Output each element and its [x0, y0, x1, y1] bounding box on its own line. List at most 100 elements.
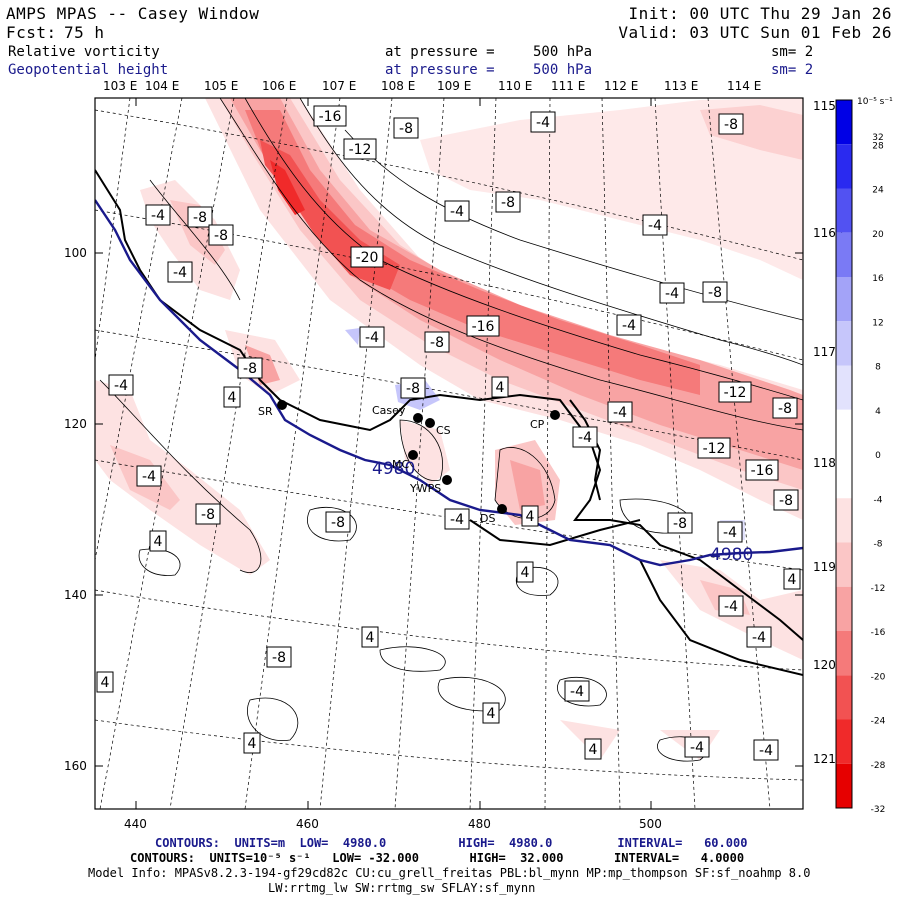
svg-text:-12: -12 — [703, 441, 726, 457]
station-label-mc: MC — [392, 458, 409, 471]
vorticity-label: -8 — [400, 377, 426, 399]
geopotential-labels: 4980 4980 — [372, 459, 753, 565]
vorticity-label: -16 — [313, 105, 347, 127]
svg-text:4: 4 — [101, 675, 110, 691]
vorticity-contour-labels: -16 -8 -12 -4 -8 -4 -8 -4 -8 -4 -20 -4 -8 -4 -8 -16 -4 -4… — [96, 105, 801, 761]
svg-text:-4: -4 — [151, 208, 165, 224]
colorbar-unit: 10⁻⁵ s⁻¹ — [857, 97, 893, 107]
vorticity-label: -16 — [745, 459, 779, 481]
longitude-label-top: 105 E — [204, 79, 238, 93]
colorbar-segment — [836, 100, 852, 145]
forecast-value: 75 h — [64, 23, 105, 42]
station-label-ds: DS — [480, 512, 495, 525]
svg-text:-8: -8 — [331, 515, 345, 531]
svg-text:-8: -8 — [779, 493, 793, 509]
vorticity-label: -4 — [444, 508, 470, 530]
valid-time: Valid: 03 UTC Sun 01 Feb 26 — [618, 23, 892, 42]
vorticity-label: -8 — [495, 191, 521, 213]
vorticity-label: 4 — [584, 738, 602, 760]
colorbar-label: -24 — [871, 717, 886, 727]
svg-text:-8: -8 — [406, 381, 420, 397]
colorbar-segment — [836, 188, 852, 233]
vorticity-label: -4 — [717, 521, 743, 543]
field1-name: Relative vorticity — [8, 44, 160, 60]
svg-text:-4: -4 — [723, 525, 737, 541]
svg-text:-8: -8 — [193, 210, 207, 226]
geopotential-label: 4980 — [372, 459, 415, 479]
longitude-label-top: 113 E — [664, 79, 698, 93]
station-marker-cp — [550, 410, 560, 420]
colorbar-segment — [836, 365, 852, 410]
geopotential-contour — [95, 199, 803, 567]
longitude-label-top: 106 E — [262, 79, 296, 93]
svg-text:-4: -4 — [724, 599, 738, 615]
vorticity-label: -12 — [718, 381, 752, 403]
vorticity-label: -4 — [359, 326, 385, 348]
svg-text:4: 4 — [248, 736, 257, 752]
field2-pressure-text: at pressure = — [385, 62, 495, 78]
field2-name: Geopotential height — [8, 62, 169, 78]
svg-text:-8: -8 — [673, 516, 687, 532]
vorticity-label: -8 — [667, 512, 693, 534]
vorticity-label: 4 — [783, 568, 801, 590]
vorticity-label: -8 — [424, 331, 450, 353]
footer-model-info: Model Info: MPASv8.2.3-194-gf29cd82c CU:… — [88, 866, 811, 880]
y-tick-label: 140 — [64, 588, 87, 602]
longitude-label-top: 114 E — [727, 79, 761, 93]
station-marker-ds — [497, 504, 507, 514]
colorbar-segment — [836, 586, 852, 631]
svg-text:-16: -16 — [751, 463, 774, 479]
vorticity-label: -8 — [187, 206, 213, 228]
longitude-label-top: 108 E — [381, 79, 415, 93]
svg-text:-12: -12 — [724, 385, 747, 401]
longitude-label-top: 112 E — [604, 79, 638, 93]
svg-text:-4: -4 — [665, 286, 679, 302]
vorticity-label: -8 — [195, 503, 221, 525]
colorbar-label: -28 — [871, 761, 886, 771]
svg-text:4: 4 — [521, 565, 530, 581]
svg-text:-8: -8 — [399, 121, 413, 137]
colorbar-label: -12 — [871, 584, 886, 594]
svg-text:-16: -16 — [319, 109, 342, 125]
station-marker-mc — [408, 450, 418, 460]
x-tick-label: 480 — [468, 817, 491, 831]
vorticity-label: -4 — [753, 739, 779, 761]
vorticity-label: -8 — [718, 113, 744, 135]
vorticity-shading — [95, 98, 803, 760]
colorbar-segment — [836, 631, 852, 676]
vorticity-label: -4 — [607, 401, 633, 423]
svg-text:-8: -8 — [501, 195, 515, 211]
svg-text:-4: -4 — [578, 430, 592, 446]
vorticity-label: 4 — [521, 505, 539, 527]
station-marker-cs — [425, 418, 435, 428]
colorbar-frame — [835, 99, 853, 809]
stations: SR Casey CS CP MC YWPS DS — [258, 400, 560, 525]
vorticity-label: -8 — [266, 646, 292, 668]
x-tick-label: 460 — [296, 817, 319, 831]
vorticity-label: -4 — [564, 680, 590, 702]
colorbar-label: 24 — [872, 186, 884, 196]
vorticity-label: -8 — [325, 511, 351, 533]
station-marker-sr — [277, 400, 287, 410]
svg-text:-4: -4 — [114, 378, 128, 394]
svg-text:-16: -16 — [472, 319, 495, 335]
colorbar-label: 32 — [872, 133, 883, 143]
station-label-cs: CS — [436, 424, 451, 437]
colorbar-label: 16 — [872, 274, 884, 284]
y-tick-label: 120 — [64, 417, 87, 431]
svg-text:-4: -4 — [173, 265, 187, 281]
vorticity-label: 4 — [96, 671, 114, 693]
longitude-label-top: 109 E — [437, 79, 471, 93]
svg-text:4: 4 — [366, 630, 375, 646]
svg-text:-8: -8 — [778, 401, 792, 417]
field2-sm: sm= 2 — [771, 62, 814, 78]
longitude-label-top: 104 E — [145, 79, 179, 93]
vorticity-label: -4 — [145, 204, 171, 226]
colorbar-segment — [836, 542, 852, 587]
vorticity-label: -4 — [684, 736, 710, 758]
vorticity-label: 4 — [223, 386, 241, 408]
forecast-label: Fcst: — [6, 23, 57, 42]
colorbar: 28 24 20 16 12 8 4 0 -4 -8 -12 -16 -20 -24 -28 -32 32 — [835, 99, 886, 815]
svg-text:-4: -4 — [622, 318, 636, 334]
vorticity-label: -8 — [772, 397, 798, 419]
